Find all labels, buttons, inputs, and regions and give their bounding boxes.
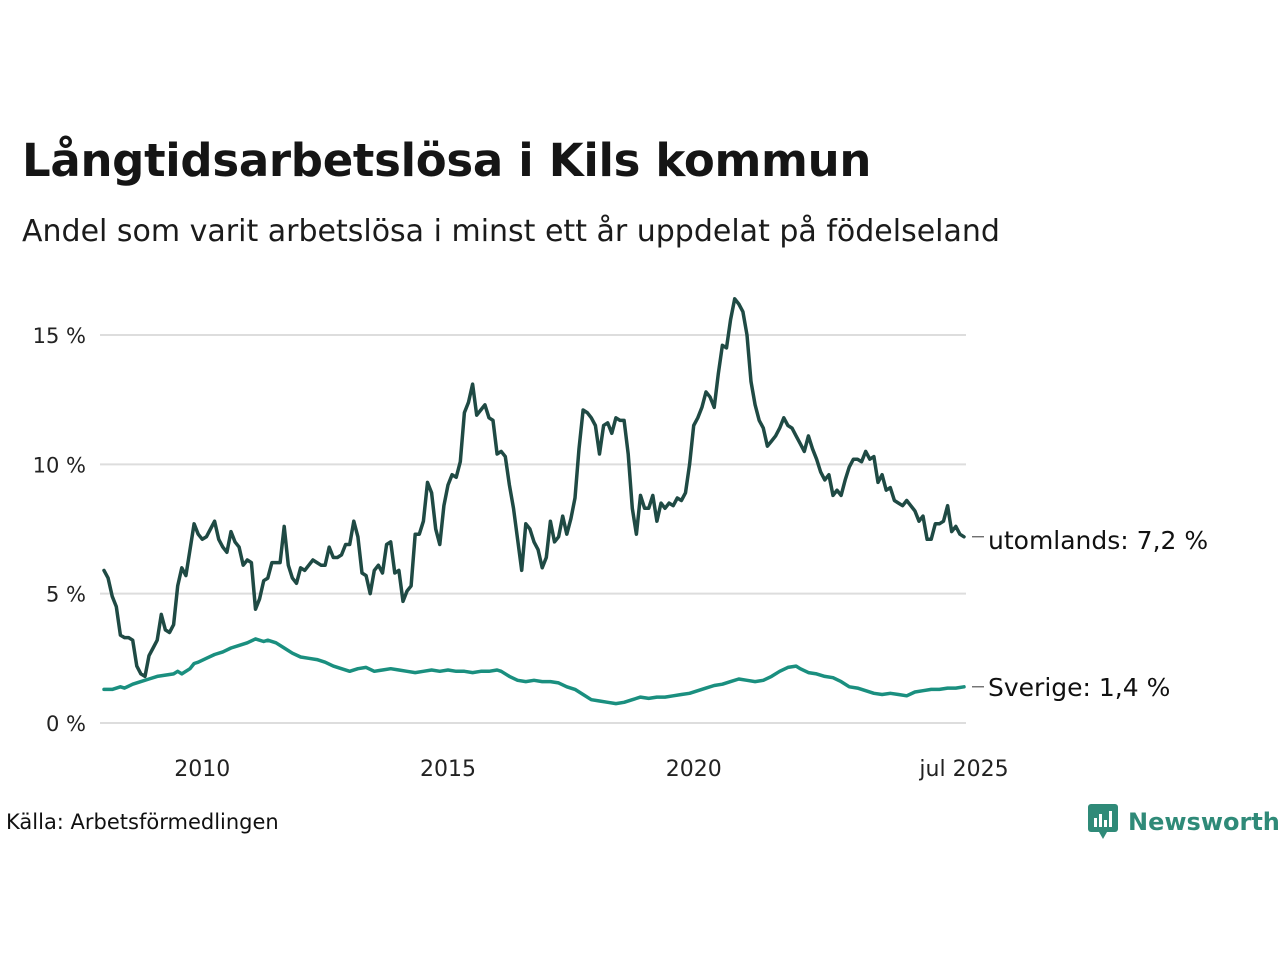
x-tick-label: 2010 (174, 757, 230, 782)
newsworthy-logo-icon (1088, 804, 1118, 839)
y-axis-ticks: 0 % 5 % 10 % 15 % (33, 324, 86, 736)
brand-logo[interactable]: Newsworthy (1088, 804, 1280, 840)
series-end-label-utomlands: utomlands: 7,2 % (988, 526, 1208, 555)
y-tick-label: 0 % (46, 712, 86, 736)
chart-subtitle: Andel som varit arbetslösa i minst ett å… (22, 214, 1000, 249)
source-note: Källa: Arbetsförmedlingen (6, 810, 279, 834)
x-tick-label: 2015 (420, 757, 476, 782)
series-end-label-sverige: Sverige: 1,4 % (988, 673, 1170, 702)
chart-title: Långtidsarbetslösa i Kils kommun (22, 134, 872, 187)
y-tick-label: 15 % (33, 324, 86, 348)
y-tick-label: 10 % (33, 453, 86, 477)
brand-name: Newsworthy (1128, 808, 1280, 836)
series-line-sverige (102, 637, 966, 706)
series-line-utomlands (102, 297, 966, 679)
x-axis-ticks: 2010 2015 2020 jul 2025 (174, 757, 1008, 782)
series-lines (102, 297, 966, 706)
x-tick-label: 2020 (666, 757, 722, 782)
series-end-labels: utomlands: 7,2 % Sverige: 1,4 % (972, 526, 1208, 702)
grid-lines (100, 334, 966, 724)
x-tick-label: jul 2025 (918, 757, 1008, 782)
y-tick-label: 5 % (46, 583, 86, 607)
